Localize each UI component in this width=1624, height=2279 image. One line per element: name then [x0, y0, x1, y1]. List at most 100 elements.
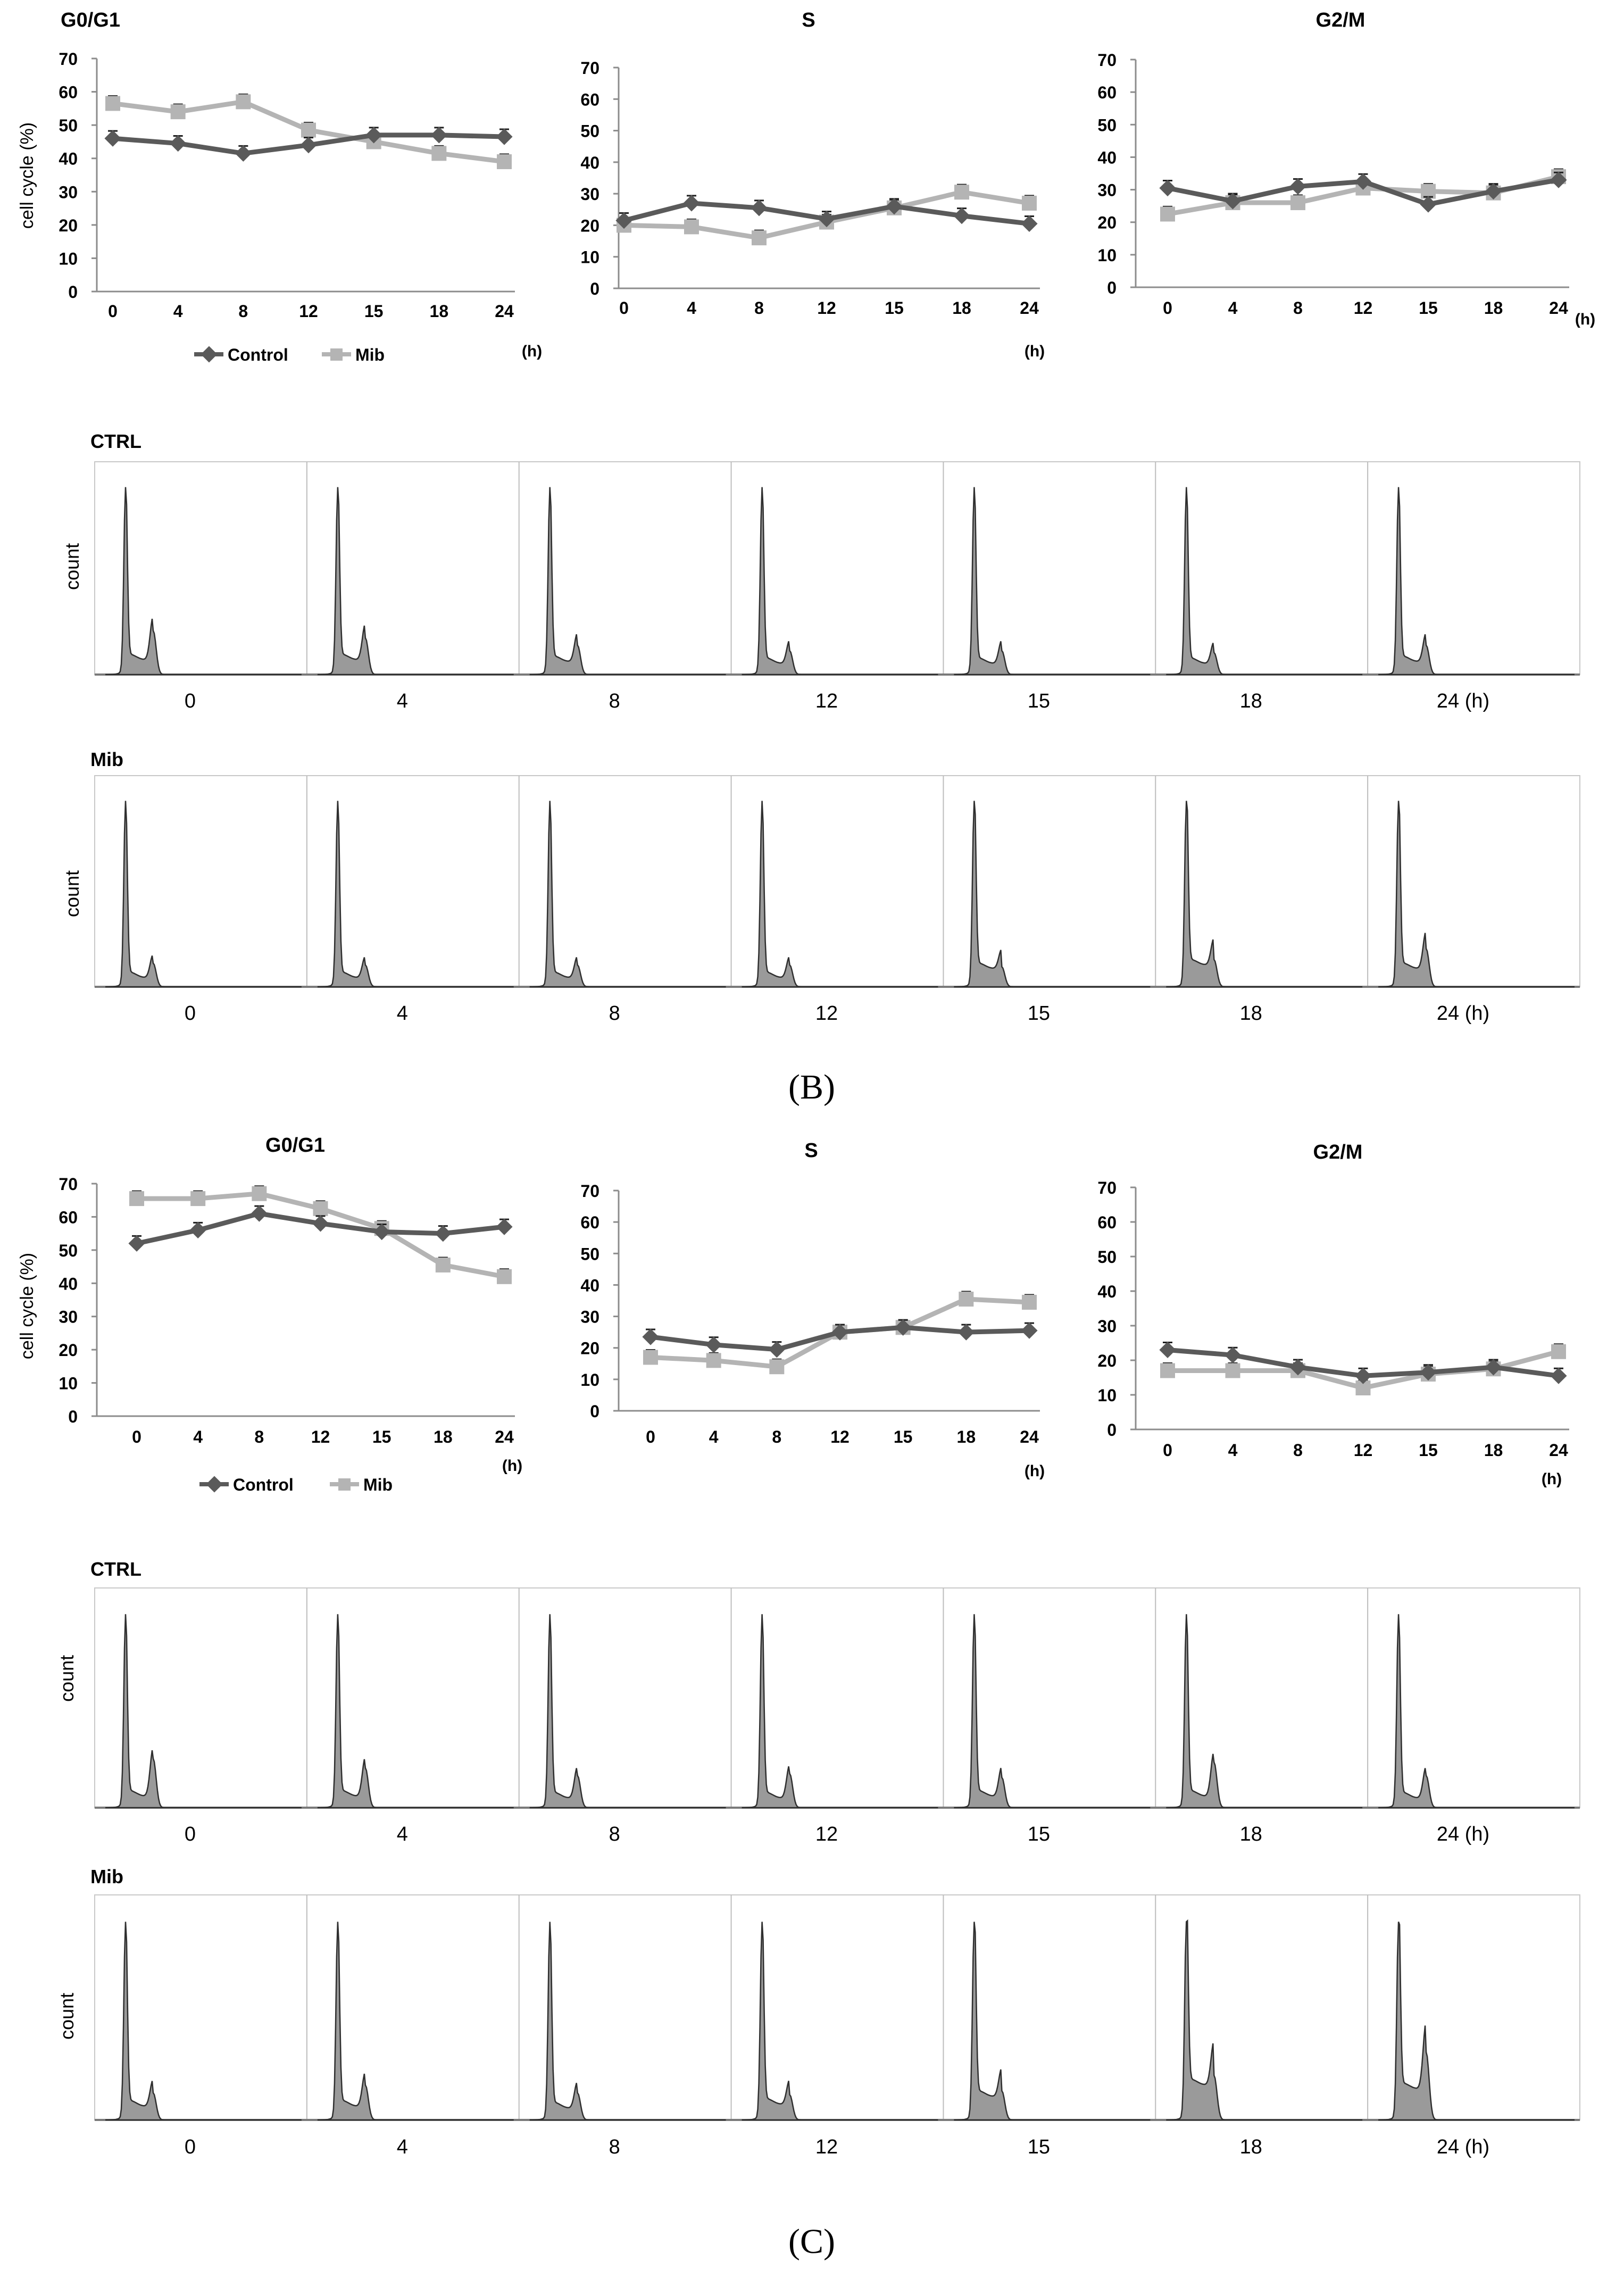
y-tick-label: 10 — [580, 1370, 599, 1390]
x-tick-label: 0 — [646, 1427, 655, 1446]
chart-title: G2/M — [1316, 9, 1365, 31]
chart-b-s: S (h) 0 10 20 30 40 50 60 70 0 4 8 12 15 18 24 — [580, 9, 1045, 360]
histogram-peak — [529, 1614, 726, 1809]
histogram-frame — [94, 1894, 1580, 2120]
y-tick-label: 0 — [68, 1407, 78, 1426]
histogram-time-label: 8 — [609, 1002, 620, 1025]
data-point-control — [104, 130, 121, 147]
histogram-time-label: 24 (h) — [1437, 690, 1489, 712]
data-point-control — [1550, 1367, 1567, 1384]
x-axis-unit: (h) — [1025, 343, 1045, 360]
ctrl-row-label: CTRL — [90, 430, 141, 452]
count-axis-label: count — [61, 870, 83, 917]
data-point-mib — [190, 1191, 206, 1207]
histogram-peak — [742, 1614, 938, 1809]
histogram-peak — [1378, 1614, 1575, 1809]
y-tick-label: 10 — [59, 1374, 78, 1393]
histogram-time-label: 18 — [1240, 1823, 1262, 1845]
x-tick-label: 0 — [132, 1427, 141, 1446]
histogram-peak — [954, 487, 1151, 676]
x-tick-label: 8 — [1293, 298, 1303, 318]
data-point-mib — [252, 1186, 267, 1201]
data-point-control — [957, 1324, 975, 1341]
x-tick-label: 24 — [495, 1427, 514, 1446]
y-tick-label: 0 — [1107, 278, 1117, 297]
y-tick-label: 70 — [1097, 51, 1117, 70]
histogram-frame — [94, 775, 1580, 987]
data-point-control — [170, 135, 187, 152]
histogram-row-c-ctrl: 0 4 8 12 15 18 24 (h) — [94, 1587, 1580, 1845]
histogram-time-label: 0 — [185, 690, 196, 712]
y-tick-label: 50 — [580, 1244, 599, 1263]
data-point-control — [831, 1324, 848, 1341]
y-tick-label: 50 — [59, 116, 78, 135]
data-point-control — [1550, 171, 1567, 188]
data-point-control — [615, 212, 632, 229]
data-point-control — [373, 1223, 390, 1241]
histogram-time-label: 12 — [815, 2136, 838, 2158]
chart-title: S — [802, 9, 815, 31]
histogram-time-label: 0 — [185, 1002, 196, 1025]
y-tick-label: 70 — [580, 1182, 599, 1201]
x-tick-label: 8 — [772, 1427, 781, 1446]
x-tick-label: 4 — [1228, 298, 1238, 318]
histogram-time-label: 0 — [185, 2136, 196, 2158]
chart-b-g0g1: G0/G1 cell cycle (%) (h) 010203040506070… — [17, 9, 542, 360]
legend-marker-mib — [338, 1478, 351, 1491]
histogram-time-label: 15 — [1028, 690, 1050, 712]
data-point-control — [886, 198, 903, 215]
x-tick-label: 12 — [311, 1427, 330, 1446]
histogram-peak — [317, 1922, 514, 2121]
histogram-time-label: 24 (h) — [1437, 1823, 1489, 1845]
x-axis-unit: (h) — [522, 343, 542, 360]
data-point-mib — [643, 1350, 658, 1365]
y-tick-label: 40 — [1097, 148, 1117, 167]
data-point-control — [1159, 1341, 1176, 1359]
x-axis-unit: (h) — [1575, 311, 1595, 328]
data-point-mib — [1225, 1363, 1240, 1378]
count-axis-label: count — [61, 543, 83, 590]
y-tick-label: 30 — [59, 182, 78, 202]
histogram-peak — [1166, 801, 1363, 988]
histogram-peak — [954, 1614, 1151, 1809]
histogram-peak — [742, 487, 938, 676]
histogram-peak — [742, 1922, 938, 2121]
data-point-control — [1485, 183, 1502, 200]
x-tick-label: 18 — [957, 1427, 976, 1446]
y-tick-label: 40 — [59, 149, 78, 169]
panel-c: G0/G1 cell cycle (%) (h) 010203040506070… — [17, 1134, 1580, 2261]
x-tick-label: 18 — [1484, 1441, 1503, 1460]
histogram-peak — [954, 801, 1151, 988]
y-tick-label: 40 — [59, 1274, 78, 1293]
legend-b: Control Mib — [194, 345, 385, 364]
x-axis-unit: (h) — [502, 1457, 522, 1475]
data-point-control — [189, 1221, 206, 1238]
x-tick-label: 12 — [1354, 298, 1373, 318]
data-point-mib — [497, 154, 512, 169]
histogram-peak — [1378, 801, 1575, 988]
data-point-mib — [431, 146, 447, 161]
histogram-peak — [105, 1922, 302, 2121]
data-point-control — [1021, 1322, 1038, 1339]
x-tick-label: 0 — [1163, 1441, 1172, 1460]
legend-marker-control — [201, 346, 218, 363]
data-point-control — [1159, 179, 1176, 197]
histogram-peak — [529, 1922, 726, 2121]
data-point-control — [496, 128, 513, 145]
data-point-control — [1224, 193, 1242, 210]
y-tick-label: 30 — [59, 1308, 78, 1327]
histogram-time-label: 8 — [609, 690, 620, 712]
y-tick-label: 10 — [1097, 246, 1117, 265]
data-point-control — [1289, 1359, 1306, 1376]
data-point-control — [895, 1319, 912, 1336]
x-tick-label: 4 — [193, 1427, 203, 1446]
x-tick-label: 18 — [952, 298, 971, 318]
data-point-mib — [769, 1359, 785, 1375]
data-point-mib — [959, 1292, 974, 1307]
data-point-mib — [497, 1269, 512, 1284]
y-tick-label: 50 — [580, 122, 599, 141]
x-tick-label: 15 — [894, 1427, 913, 1446]
data-point-control — [953, 207, 970, 224]
panel-label-c: (C) — [788, 2222, 835, 2261]
chart-c-g2m: G2/M (h) 0 10 20 30 40 50 60 70 0 4 8 12 15 18 24 — [1097, 1141, 1569, 1488]
